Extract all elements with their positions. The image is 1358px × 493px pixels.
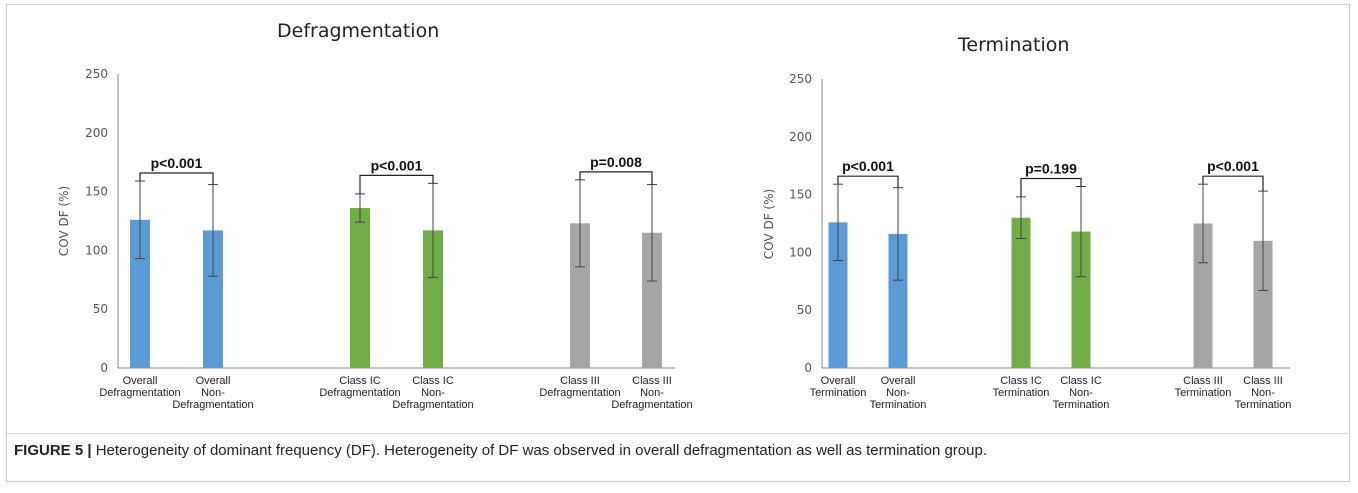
bar <box>1071 231 1091 368</box>
y-tick-label: 100 <box>85 243 108 257</box>
significance-bracket <box>1020 177 1082 197</box>
y-tick-label: 150 <box>85 185 108 199</box>
p-value-label: p=0.199 <box>1025 161 1077 177</box>
x-tick-label-line: Termination <box>1175 387 1232 399</box>
significance-bracket <box>1202 175 1264 192</box>
x-tick-label-line: Defragmentation <box>611 399 692 411</box>
bar <box>1011 217 1031 368</box>
x-tick-label-line: Termination <box>1235 399 1292 411</box>
x-tick-label-line: Class IC <box>1060 375 1102 387</box>
y-tick-label: 0 <box>100 361 108 375</box>
x-tick-label-line: Termination <box>810 387 867 399</box>
x-tick-label-line: Termination <box>993 387 1050 399</box>
bar <box>350 208 370 368</box>
y-axis-label: COV DF (%) <box>57 186 71 256</box>
x-tick-label: Class III Non-Defragmentation <box>611 375 692 411</box>
significance-bracket <box>359 174 434 194</box>
x-tick-label-line: Defragmentation <box>319 387 400 399</box>
x-tick-label-line: Overall <box>821 375 856 387</box>
x-tick-label: Class IC Termination <box>993 375 1050 399</box>
x-tick-label-line: Class III <box>632 375 672 387</box>
significance-bracket <box>579 171 653 185</box>
x-tick-label-line: Class III <box>1243 375 1283 387</box>
x-tick-label-line: Class III <box>560 375 600 387</box>
x-tick-label: Class IC Defragmentation <box>319 375 400 399</box>
bar <box>1253 240 1273 368</box>
p-value-label: p<0.001 <box>371 157 423 173</box>
caption-label: FIGURE 5 | <box>14 442 92 459</box>
bar <box>888 233 908 368</box>
x-tick-label-line: Defragmentation <box>392 399 473 411</box>
chart-title-termination: Termination <box>958 34 1070 56</box>
y-tick-label: 200 <box>789 130 812 144</box>
x-tick-label-line: Defragmentation <box>172 399 253 411</box>
x-tick-label: Class III Non-Termination <box>1235 375 1292 411</box>
p-value-label: p<0.001 <box>151 155 203 171</box>
bar <box>828 222 848 368</box>
x-tick-label-line: Termination <box>870 399 927 411</box>
x-tick-label-line: Non- <box>1069 387 1093 399</box>
p-value-label: p=0.008 <box>590 154 642 170</box>
y-tick-label: 250 <box>789 72 812 86</box>
y-tick-label: 150 <box>789 188 812 202</box>
y-tick-label: 50 <box>93 302 108 316</box>
bar <box>570 223 590 368</box>
figure-frame <box>6 4 1350 482</box>
x-tick-label-line: Overall <box>881 375 916 387</box>
p-value-label: p<0.001 <box>1207 158 1259 174</box>
figure-caption: FIGURE 5 | Heterogeneity of dominant fre… <box>14 441 1344 461</box>
x-tick-label-line: Class IC <box>412 375 454 387</box>
x-tick-label-line: Overall <box>123 375 158 387</box>
x-tick-label-line: Non- <box>421 387 445 399</box>
x-tick-label: Class IC Non-Defragmentation <box>392 375 473 411</box>
chart-title-defragmentation: Defragmentation <box>277 20 440 42</box>
x-tick-label: Class III Defragmentation <box>539 375 620 399</box>
x-tick-label: Class III Termination <box>1175 375 1232 399</box>
x-tick-label-line: Non- <box>886 387 910 399</box>
x-tick-label-line: Defragmentation <box>99 387 180 399</box>
x-tick-label-line: Defragmentation <box>539 387 620 399</box>
x-tick-label: Overall Defragmentation <box>99 375 180 399</box>
significance-bracket <box>837 175 899 188</box>
x-tick-label-line: Non- <box>640 387 664 399</box>
x-tick-label-line: Class IC <box>1000 375 1042 387</box>
y-tick-label: 0 <box>804 361 812 375</box>
x-tick-label: Overall Non-Termination <box>870 375 927 411</box>
y-axis-label: COV DF (%) <box>762 189 776 259</box>
caption-divider <box>6 433 1350 434</box>
caption-text: Heterogeneity of dominant frequency (DF)… <box>91 442 987 459</box>
x-tick-label: Overall Termination <box>810 375 867 399</box>
y-tick-label: 200 <box>85 126 108 140</box>
x-tick-label-line: Class IC <box>339 375 381 387</box>
bar <box>203 230 223 368</box>
bar <box>423 230 443 368</box>
x-tick-label-line: Overall <box>196 375 231 387</box>
y-tick-label: 250 <box>85 67 108 81</box>
bar <box>642 232 662 368</box>
x-tick-label-line: Non- <box>1251 387 1275 399</box>
significance-bracket <box>139 172 214 185</box>
x-tick-label: Overall Non-Defragmentation <box>172 375 253 411</box>
x-tick-label: Class IC Non-Termination <box>1053 375 1110 411</box>
y-tick-label: 50 <box>797 303 812 317</box>
x-tick-label-line: Termination <box>1053 399 1110 411</box>
y-tick-label: 100 <box>789 245 812 259</box>
x-tick-label-line: Class III <box>1183 375 1223 387</box>
bar <box>1193 223 1213 368</box>
x-tick-label-line: Non- <box>201 387 225 399</box>
p-value-label: p<0.001 <box>842 158 894 174</box>
bar <box>130 219 150 368</box>
